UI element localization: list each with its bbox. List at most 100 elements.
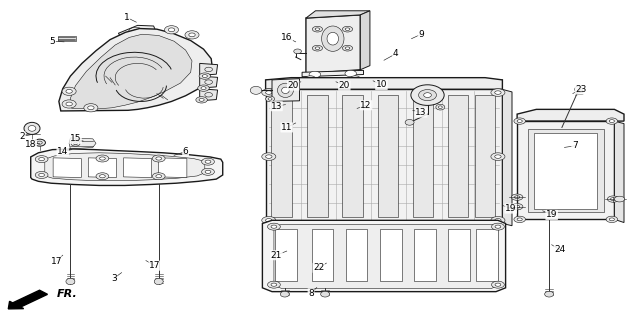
Ellipse shape xyxy=(88,106,94,110)
Polygon shape xyxy=(266,78,502,89)
Ellipse shape xyxy=(609,120,614,123)
Ellipse shape xyxy=(327,32,339,45)
Ellipse shape xyxy=(436,104,445,110)
Ellipse shape xyxy=(294,49,301,54)
Bar xyxy=(307,95,328,217)
Ellipse shape xyxy=(305,76,316,81)
Ellipse shape xyxy=(132,30,139,34)
Polygon shape xyxy=(517,109,624,121)
Ellipse shape xyxy=(545,291,554,297)
Text: 4: 4 xyxy=(393,49,398,58)
Ellipse shape xyxy=(342,26,353,32)
Ellipse shape xyxy=(62,100,76,108)
Ellipse shape xyxy=(495,91,501,94)
Ellipse shape xyxy=(268,98,272,100)
Ellipse shape xyxy=(268,281,280,288)
Ellipse shape xyxy=(419,90,436,101)
Ellipse shape xyxy=(322,26,344,51)
Text: 17: 17 xyxy=(51,257,62,266)
Ellipse shape xyxy=(268,223,280,230)
Ellipse shape xyxy=(35,171,48,178)
Ellipse shape xyxy=(517,218,522,221)
Ellipse shape xyxy=(492,281,504,288)
Ellipse shape xyxy=(62,87,76,95)
Ellipse shape xyxy=(495,219,501,222)
Polygon shape xyxy=(614,121,624,223)
Ellipse shape xyxy=(202,158,214,165)
Ellipse shape xyxy=(606,118,618,124)
Text: 16: 16 xyxy=(281,33,292,42)
Ellipse shape xyxy=(282,87,289,94)
Ellipse shape xyxy=(495,283,501,286)
Ellipse shape xyxy=(38,173,45,177)
Ellipse shape xyxy=(607,196,619,202)
Text: 24: 24 xyxy=(554,245,566,254)
Ellipse shape xyxy=(202,168,214,175)
Ellipse shape xyxy=(100,157,105,160)
Ellipse shape xyxy=(266,155,272,158)
Ellipse shape xyxy=(405,120,414,125)
Ellipse shape xyxy=(353,77,358,80)
Ellipse shape xyxy=(517,120,522,123)
Text: 14: 14 xyxy=(57,147,68,156)
Ellipse shape xyxy=(198,85,209,91)
Ellipse shape xyxy=(24,122,40,134)
Ellipse shape xyxy=(315,47,320,49)
Text: FR.: FR. xyxy=(56,289,77,299)
Polygon shape xyxy=(53,158,81,178)
Text: 22: 22 xyxy=(313,263,324,272)
Bar xyxy=(378,95,398,217)
Polygon shape xyxy=(69,138,96,149)
Ellipse shape xyxy=(606,216,618,223)
Ellipse shape xyxy=(189,33,195,37)
Ellipse shape xyxy=(346,28,349,30)
Ellipse shape xyxy=(278,83,293,98)
Bar xyxy=(271,95,292,217)
Text: 8: 8 xyxy=(308,289,314,298)
Polygon shape xyxy=(118,25,157,39)
Polygon shape xyxy=(360,11,370,70)
Text: 13: 13 xyxy=(415,108,427,117)
Ellipse shape xyxy=(266,91,272,94)
Ellipse shape xyxy=(199,73,211,79)
Ellipse shape xyxy=(491,217,505,224)
Ellipse shape xyxy=(346,47,349,49)
Ellipse shape xyxy=(156,175,161,178)
Bar xyxy=(58,36,76,41)
Ellipse shape xyxy=(266,96,275,102)
Text: 21: 21 xyxy=(271,251,282,260)
Bar xyxy=(528,129,604,212)
Ellipse shape xyxy=(321,291,330,297)
Ellipse shape xyxy=(168,28,175,32)
Ellipse shape xyxy=(271,225,277,228)
FancyArrow shape xyxy=(8,290,47,309)
Polygon shape xyxy=(59,29,212,111)
Ellipse shape xyxy=(515,196,520,198)
Polygon shape xyxy=(124,158,152,178)
Text: 7: 7 xyxy=(572,141,577,150)
Bar xyxy=(414,229,436,281)
Polygon shape xyxy=(274,224,498,288)
Ellipse shape xyxy=(205,160,211,163)
Ellipse shape xyxy=(280,291,289,297)
Ellipse shape xyxy=(196,97,207,103)
Ellipse shape xyxy=(315,28,320,30)
Ellipse shape xyxy=(34,139,45,146)
Ellipse shape xyxy=(511,194,523,200)
Ellipse shape xyxy=(185,31,199,39)
Ellipse shape xyxy=(495,225,501,228)
Text: 1: 1 xyxy=(124,13,129,22)
Ellipse shape xyxy=(271,283,277,286)
Ellipse shape xyxy=(312,26,323,32)
Ellipse shape xyxy=(96,173,109,180)
Text: 23: 23 xyxy=(575,85,587,94)
Text: 15: 15 xyxy=(70,134,81,143)
Bar xyxy=(534,133,597,209)
Polygon shape xyxy=(272,79,300,101)
Text: 20: 20 xyxy=(287,81,299,90)
Text: 6: 6 xyxy=(183,147,188,156)
Text: 19: 19 xyxy=(546,210,557,219)
Ellipse shape xyxy=(66,102,72,106)
Polygon shape xyxy=(200,63,218,75)
Ellipse shape xyxy=(38,158,45,161)
